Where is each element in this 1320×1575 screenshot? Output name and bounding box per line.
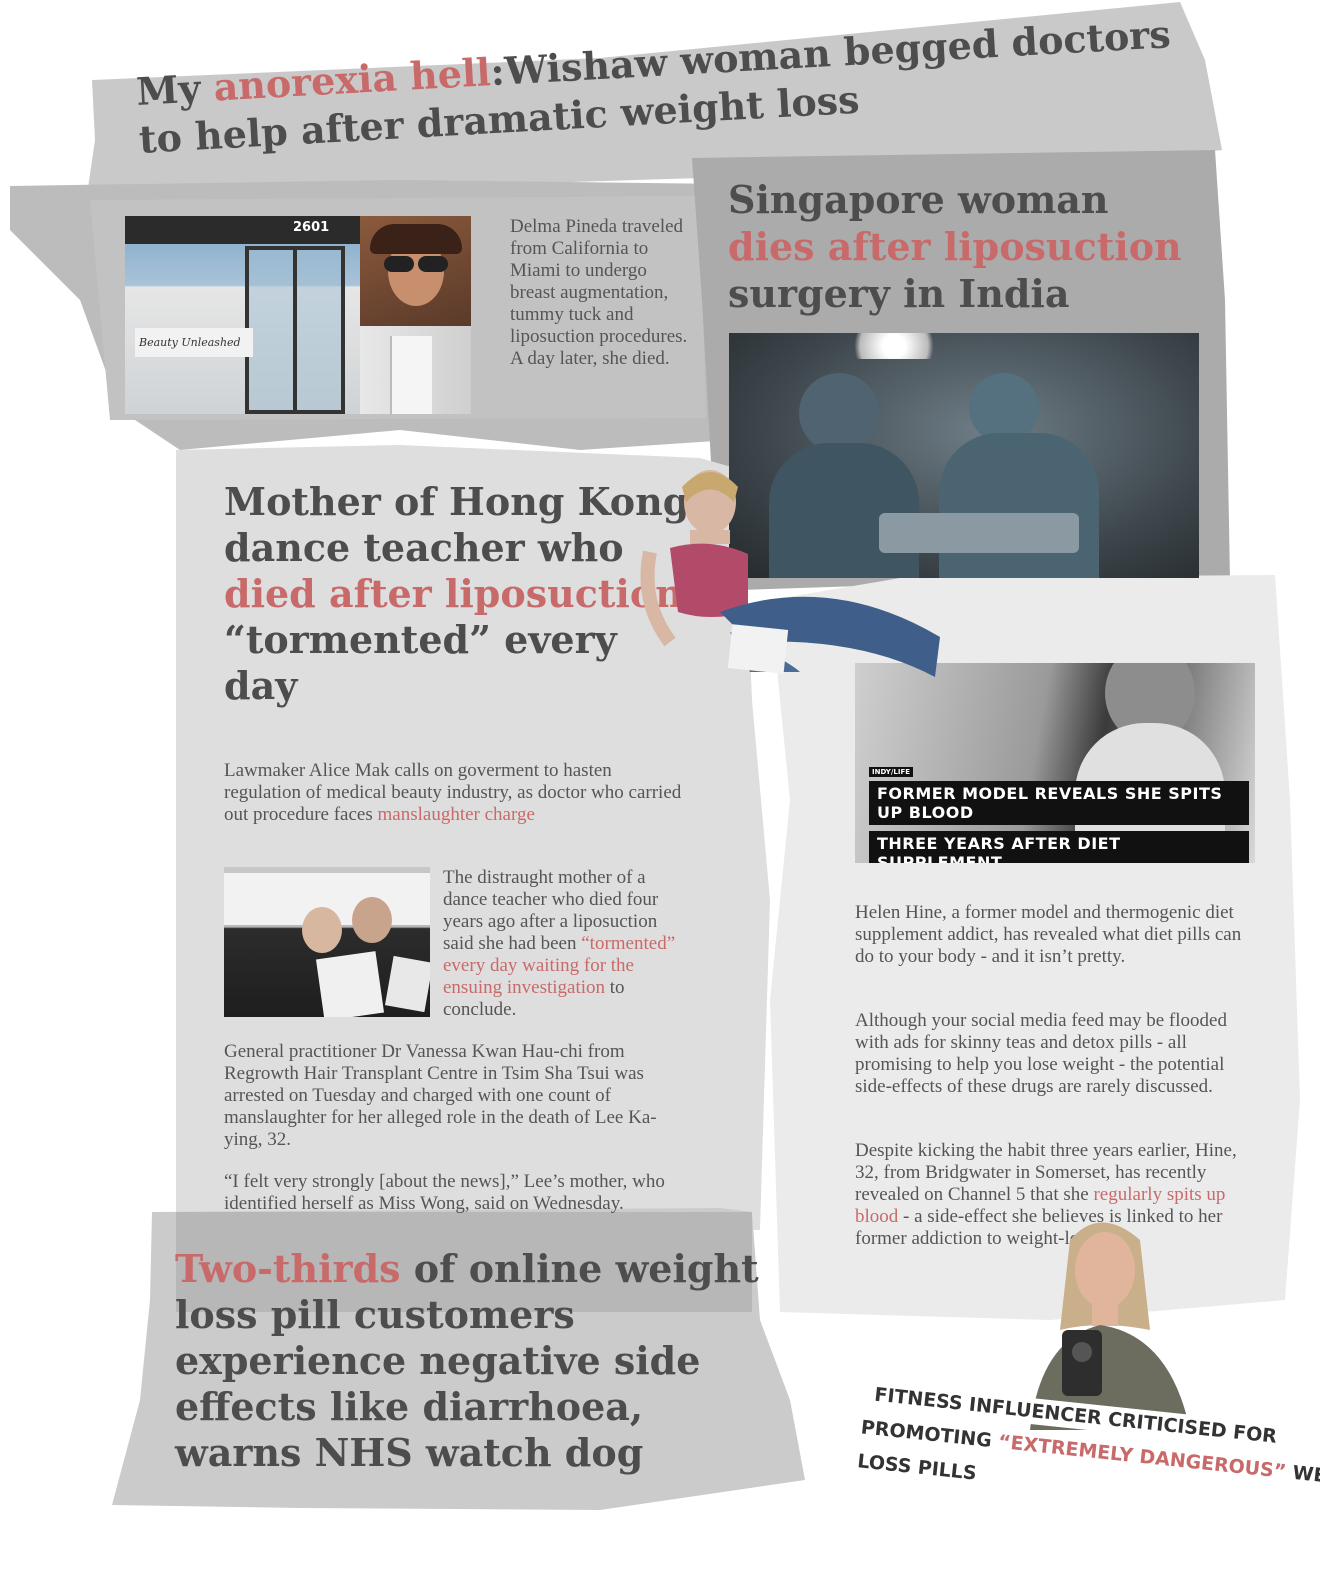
story4-para3: Despite kicking the habit three years ea…: [855, 1140, 1255, 1250]
story3-para3: “I felt very strongly [about the news],”…: [224, 1171, 665, 1214]
story1-headline-part-a: My: [135, 64, 215, 114]
story4-para3-accent: regularly spits up blood: [855, 1184, 1226, 1227]
story4-caption: INDY/LIFE FORMER MODEL REVEALS SHE SPITS…: [869, 759, 1249, 863]
story3-headline-line4: “tormented” every: [224, 617, 617, 662]
story2-headline: Singapore woman dies after liposuction s…: [728, 176, 1208, 317]
story4-photo-model: INDY/LIFE FORMER MODEL REVEALS SHE SPITS…: [855, 663, 1255, 863]
story2-headline-part-b: surgery in India: [728, 271, 1070, 316]
story3-photo-protest: [224, 867, 430, 1017]
story3-para2: General practitioner Dr Vanessa Kwan Hau…: [224, 1041, 657, 1150]
clinic-door-number: 2601: [293, 220, 330, 235]
story3-para1: The distraught mother of a dance teacher…: [443, 867, 688, 1021]
story6-tag-line2-a: PROMOTING: [859, 1416, 1000, 1453]
story3-para1-text-b: to conclude.: [443, 977, 625, 1020]
story3-headline-line1: Mother of Hong Kong: [224, 479, 690, 524]
clinic-sign: Beauty Unleashed: [135, 328, 253, 357]
story1-body: Delma Pineda traveled from California to…: [510, 216, 688, 369]
story3-headline: Mother of Hong Kong dance teacher who di…: [224, 479, 744, 709]
story4-caption-line1: FORMER MODEL REVEALS SHE SPITS UP BLOOD: [869, 781, 1249, 825]
story3-headline-accent: died after liposuction: [224, 571, 683, 616]
story4-para2: Although your social media feed may be f…: [855, 1010, 1227, 1097]
story3-para1-text-a: The distraught mother of a dance teacher…: [443, 867, 659, 954]
story5-headline: Two-thirds of online weight loss pill cu…: [175, 1246, 775, 1476]
story3-para1-accent: “tormented” every day waiting for the en…: [443, 933, 676, 998]
story3-headline-line5: day: [224, 663, 298, 708]
story4-caption-brand: INDY/LIFE: [869, 767, 914, 777]
story4-para3-text-a: Despite kicking the habit three years ea…: [855, 1140, 1237, 1205]
story1-photo-room: [360, 326, 471, 414]
story6-tag-line3: LOSS PILLS: [850, 1447, 984, 1488]
story2-photo-surgery: [729, 333, 1199, 578]
story2-headline-part-a: Singapore woman: [728, 177, 1109, 222]
story4-para3-text-b: - a side-effect she believes is linked t…: [855, 1206, 1223, 1249]
paper-story3: [176, 445, 770, 1232]
story6-tag-line2-b: WEIGHT: [1291, 1461, 1320, 1493]
story4-para1: Helen Hine, a former model and thermogen…: [855, 902, 1242, 967]
story5-headline-accent: Two-thirds: [175, 1246, 401, 1291]
story3-headline-line2: dance teacher who: [224, 525, 624, 570]
story1-photo-woman: [360, 216, 471, 326]
story4-caption-line2: THREE YEARS AFTER DIET SUPPLEMENT: [869, 831, 1249, 863]
story5-headline-text: of online weight loss pill customers exp…: [175, 1246, 759, 1475]
story1-photo-clinic: 2601 Beauty Unleashed: [125, 216, 360, 414]
story2-headline-accent: dies after liposuction: [728, 224, 1182, 269]
story3-standfirst: Lawmaker Alice Mak calls on goverment to…: [224, 760, 684, 826]
story3-standfirst-text: Lawmaker Alice Mak calls on goverment to…: [224, 760, 682, 825]
cutout-woman-reclining: [640, 470, 940, 677]
story3-standfirst-accent: manslaughter charge: [377, 804, 535, 825]
paper-strip-top: [88, 2, 1222, 188]
